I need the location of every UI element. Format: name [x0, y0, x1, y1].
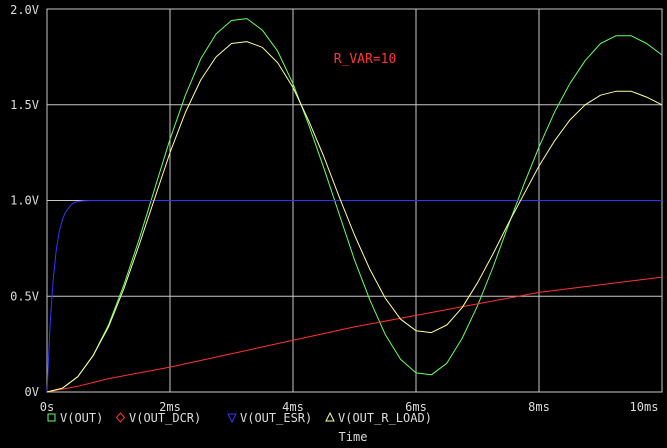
series-lines — [46, 18, 663, 393]
x-tick-label: 6ms — [405, 400, 427, 414]
x-tick-label: 0s — [40, 400, 54, 414]
y-tick-label: 2.0V — [10, 3, 39, 17]
x-tick-label: 2ms — [159, 400, 181, 414]
legend-entry-label: V(OUT) — [60, 411, 103, 425]
legend-marker-icon — [115, 412, 126, 423]
x-tick-label: 8ms — [528, 400, 550, 414]
x-tick-label: 4ms — [282, 400, 304, 414]
series-line-v-out-r-load — [46, 41, 663, 393]
y-tick-label: 0V — [25, 385, 39, 399]
legend-entry-label: V(OUT_ESR) — [240, 411, 312, 425]
legend-entry-label: V(OUT_R_LOAD) — [338, 411, 432, 425]
series-line-v-out-esr — [46, 200, 662, 393]
x-axis-label: Time — [339, 430, 368, 444]
x-tick-label: 10ms — [630, 400, 659, 414]
y-tick-label: 1.0V — [10, 194, 39, 208]
y-tick-label: 0.5V — [10, 289, 39, 303]
legend-marker-icon — [325, 411, 335, 422]
legend-marker-icon — [47, 413, 56, 422]
series-line-v-out — [46, 18, 663, 393]
series-line-v-out-dcr — [46, 276, 663, 393]
y-tick-label: 1.5V — [10, 98, 39, 112]
legend-marker-icon — [227, 413, 237, 424]
annotation-label: R_VAR=10 — [334, 52, 397, 67]
tick-labels: 0s 2ms 4ms 6ms 8ms 10ms 0V 0.5V 1.0V 1.5V 2.0V — [10, 3, 658, 414]
legend: V(OUT) V(OUT_DCR) V(OUT_ESR) V(OUT_R_LOAD) — [47, 411, 432, 425]
legend-entry-label: V(OUT_DCR) — [129, 411, 201, 425]
